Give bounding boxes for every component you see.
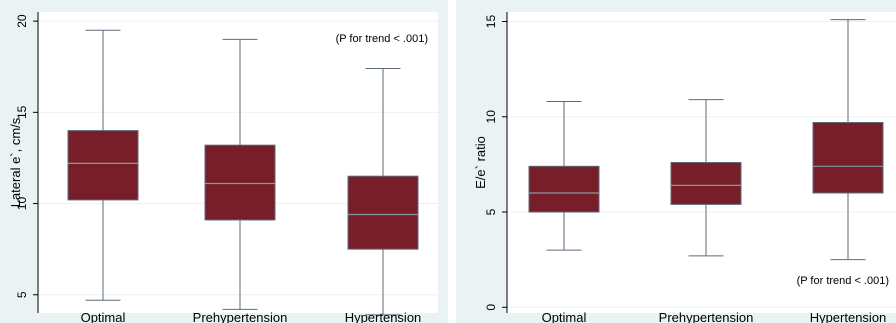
y-tick-label: 0 [484, 304, 498, 311]
left-y-ticks: 5 10 15 20 [15, 14, 38, 298]
left-category-labels: Optimal Prehypertension Hypertension [81, 310, 422, 323]
interquartile-box [67, 130, 139, 201]
left-trend-annotation: (P for trend < .001) [336, 33, 428, 45]
y-tick-label: 15 [15, 105, 29, 119]
box-optimal [67, 29, 139, 301]
interquartile-box [204, 144, 276, 221]
right-y-axis-label: E/e` ratio [473, 136, 488, 189]
right-y-ticks: 0 5 10 15 [484, 15, 507, 311]
category-label: Hypertension [810, 310, 887, 323]
box-hypertension [812, 19, 884, 261]
box-prehypertension [670, 99, 742, 257]
box-prehypertension [204, 38, 276, 310]
left-boxes [67, 29, 419, 316]
right-category-labels: Optimal Prehypertension Hypertension [542, 310, 887, 323]
category-label: Hypertension [345, 310, 422, 323]
left-panel: 5 10 15 20 Optimal Prehypertension Hypertensi… [0, 0, 448, 323]
y-tick-label: 10 [484, 110, 498, 124]
category-label: Prehypertension [193, 310, 288, 323]
box-hypertension [347, 68, 419, 316]
y-tick-label: 10 [15, 197, 29, 211]
category-label: Prehypertension [659, 310, 754, 323]
y-tick-label: 15 [484, 15, 498, 29]
right-trend-annotation: (P for trend < .001) [797, 275, 889, 287]
right-panel: 0 5 10 15 Optimal Prehypertension Hypertensio… [456, 0, 896, 323]
right-boxes [528, 19, 884, 261]
left-y-axis-label: Lateral e`, cm/s [8, 117, 23, 207]
y-tick-label: 5 [15, 291, 29, 298]
interquartile-box [670, 162, 742, 205]
interquartile-box [347, 175, 419, 250]
box-optimal [528, 101, 600, 251]
y-tick-label: 20 [15, 14, 29, 28]
interquartile-box [528, 165, 600, 213]
category-label: Optimal [542, 310, 587, 323]
interquartile-box [812, 121, 884, 194]
y-tick-label: 5 [484, 208, 498, 215]
category-label: Optimal [81, 310, 126, 323]
